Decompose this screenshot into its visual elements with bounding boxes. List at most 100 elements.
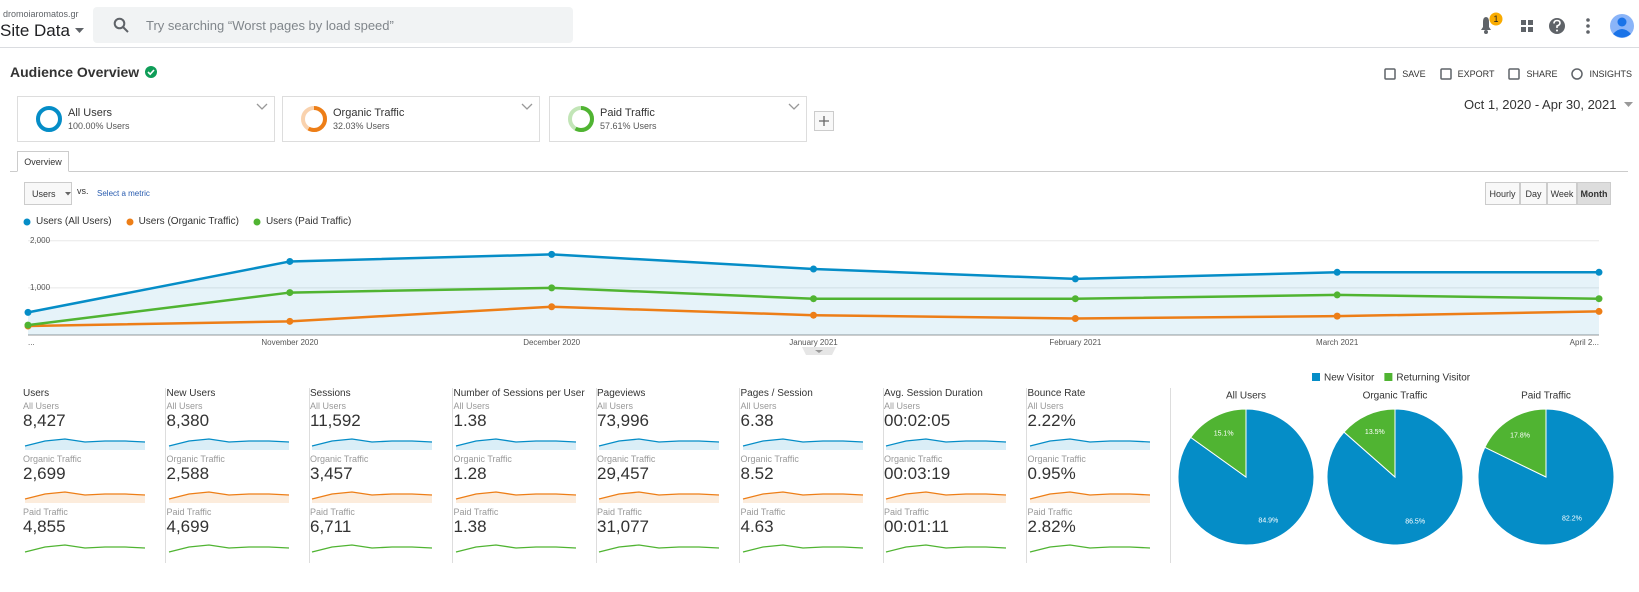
property-selector[interactable]: Site Data <box>0 21 84 41</box>
metric-name: Pageviews <box>597 388 646 399</box>
pie-label: 82.2% <box>1562 515 1582 522</box>
row-label: Organic Traffic <box>166 454 225 464</box>
x-tick-label: February 2021 <box>1049 338 1102 347</box>
sparkline <box>597 432 721 450</box>
icon-shape <box>1508 68 1521 80</box>
metric-column: New Users All Users 8,380 Organic Traffic 2,… <box>167 388 310 563</box>
segment-card[interactable]: Paid Traffic 57.61% Users <box>549 96 807 142</box>
point <box>1071 315 1079 322</box>
metric-column: Pageviews All Users 73,996 Organic Traffic 2… <box>597 388 740 563</box>
legend-item[interactable]: Users (Paid Traffic) <box>253 216 351 227</box>
point <box>286 257 294 265</box>
granularity-button[interactable]: Month <box>1577 182 1611 205</box>
legend-label: Users (Organic Traffic) <box>138 216 239 227</box>
sparkline <box>310 432 434 450</box>
pie-label: 13.5% <box>1365 429 1385 436</box>
legend-item[interactable]: Users (Organic Traffic) <box>126 216 239 227</box>
row-label: Organic Traffic <box>884 454 943 464</box>
date-range[interactable]: Oct 1, 2020 - Apr 30, 2021 <box>1464 97 1633 112</box>
more-menu[interactable] <box>1586 18 1590 34</box>
action-icon <box>1571 68 1584 80</box>
row-label: Paid Traffic <box>166 507 212 517</box>
metric-value: 1.28 <box>453 464 487 483</box>
granularity-button[interactable]: Day <box>1520 182 1547 205</box>
metric-name: Avg. Session Duration <box>884 388 983 399</box>
sparkline-line <box>25 545 145 552</box>
x-tick-label: April 2... <box>1570 338 1599 347</box>
sparkline <box>167 538 291 556</box>
row-label: Paid Traffic <box>453 507 499 517</box>
metric-value: 11,592 <box>310 411 361 430</box>
point <box>1595 268 1603 276</box>
tab-divider <box>10 171 1628 172</box>
search-box[interactable]: Try searching “Worst pages by load speed… <box>93 7 573 43</box>
row-label: All Users <box>1027 401 1064 411</box>
sparkline <box>23 485 147 503</box>
x-tick-label: January 2021 <box>789 338 838 347</box>
metric-value: 0.95% <box>1027 464 1076 483</box>
notifications[interactable]: 1 <box>1481 12 1503 35</box>
sparkline-line <box>743 545 863 552</box>
point <box>1071 275 1079 283</box>
property-title: Site Data <box>0 21 70 40</box>
segment-card[interactable]: All Users 100.00% Users <box>17 96 275 142</box>
legend-item[interactable]: Users (All Users) <box>23 216 112 227</box>
chevron <box>521 103 533 110</box>
point <box>548 284 556 292</box>
top-icons: 1 <box>1481 12 1634 38</box>
tab[interactable]: Overview <box>17 151 69 172</box>
apps[interactable] <box>1521 20 1533 32</box>
metric-name: Bounce Rate <box>1027 388 1086 399</box>
metric-value: 00:02:05 <box>884 411 951 430</box>
sparkline <box>23 538 147 556</box>
avatar[interactable] <box>1610 14 1634 38</box>
segment-caret <box>788 103 800 110</box>
sparkline-line <box>1030 545 1150 552</box>
metric-dropdown[interactable]: Users <box>24 182 72 205</box>
point <box>1595 307 1603 315</box>
segment-ring <box>568 106 594 132</box>
caret <box>1623 101 1633 107</box>
add-segment[interactable] <box>814 111 834 131</box>
y-tick-label: 1,000 <box>30 283 51 292</box>
icon-shape <box>1384 68 1397 80</box>
site-name: dromoiaromatos.gr <box>3 9 79 19</box>
action-button[interactable]: SAVE <box>1384 66 1426 82</box>
sparkline <box>1028 485 1152 503</box>
chevron <box>788 103 800 110</box>
granularity-button[interactable]: Hourly <box>1485 182 1520 205</box>
row-label: Organic Traffic <box>740 454 799 464</box>
metric-name: New Users <box>166 388 216 399</box>
caret <box>74 28 84 33</box>
point <box>1333 268 1341 276</box>
action-button[interactable]: EXPORT <box>1439 66 1494 82</box>
verified-icon <box>145 66 158 78</box>
ring-arc <box>301 106 327 132</box>
sparkline <box>1028 538 1152 556</box>
point <box>548 303 556 311</box>
metric-value: 8,380 <box>166 411 210 430</box>
row-label: Organic Traffic <box>597 454 656 464</box>
search-placeholder: Try searching “Worst pages by load speed… <box>146 17 394 33</box>
point <box>810 265 817 273</box>
help[interactable] <box>1549 18 1565 34</box>
x-tick-label: December 2020 <box>523 338 580 347</box>
metric-value: 8,427 <box>23 411 66 430</box>
segment-card[interactable]: Organic Traffic 32.03% Users <box>282 96 540 142</box>
granularity-button[interactable]: Week <box>1547 182 1577 205</box>
metric-value: 00:03:19 <box>884 464 951 483</box>
metric-value: 4,855 <box>23 517 66 536</box>
select-metric[interactable]: Select a metric <box>97 189 150 198</box>
metric-value: 00:01:11 <box>884 517 949 536</box>
metric-value: 2.22% <box>1027 411 1076 430</box>
row-label: Paid Traffic <box>597 507 642 517</box>
action-button[interactable]: INSIGHTS <box>1571 66 1632 82</box>
action-button[interactable]: SHARE <box>1508 66 1557 82</box>
legend-label: Returning Visitor <box>1396 373 1470 384</box>
segment-share: 57.61% Users <box>600 121 657 131</box>
pie-title: Organic Traffic <box>1363 391 1428 402</box>
pie-label: 15.1% <box>1214 430 1234 437</box>
y-tick-label: 2,000 <box>30 236 51 245</box>
metric-name: Pages / Session <box>740 388 813 399</box>
sparkline <box>454 432 578 450</box>
